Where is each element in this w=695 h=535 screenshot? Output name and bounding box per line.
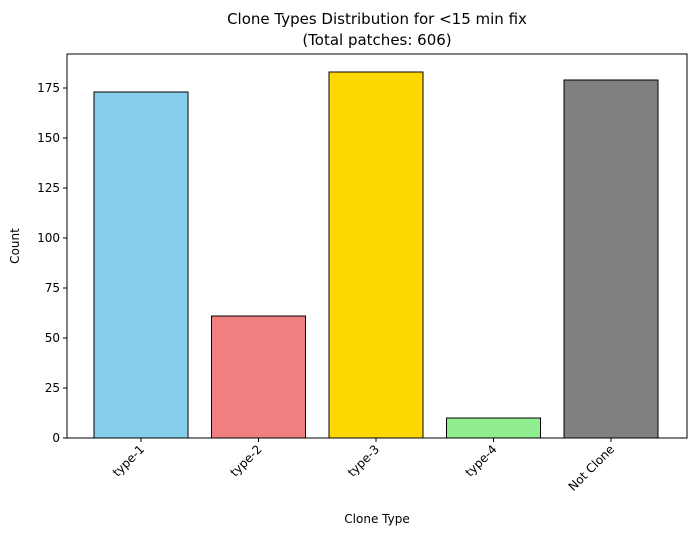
x-axis-label: Clone Type bbox=[344, 512, 409, 526]
bars-group bbox=[93, 71, 659, 439]
y-axis-ticks: 0 25 50 75 100 125 150 175 bbox=[37, 81, 67, 445]
x-axis-ticks: type-1 type-2 type-3 type-4 Not Clone bbox=[110, 438, 617, 494]
y-tick-label: 25 bbox=[45, 381, 60, 395]
chart-title: Clone Types Distribution for <15 min fix bbox=[227, 10, 527, 28]
x-tick-label: type-2 bbox=[227, 442, 264, 479]
chart-subtitle: (Total patches: 606) bbox=[302, 31, 451, 49]
x-tick-label: type-3 bbox=[345, 442, 382, 479]
x-tick-label: type-4 bbox=[462, 442, 499, 479]
bar-type-2 bbox=[211, 315, 306, 439]
bar-type-4 bbox=[446, 417, 541, 439]
bar-type-1 bbox=[93, 91, 189, 439]
bar-type-3 bbox=[328, 71, 424, 439]
bar-not-clone bbox=[563, 79, 659, 439]
y-tick-label: 100 bbox=[37, 231, 60, 245]
y-tick-label: 150 bbox=[37, 131, 60, 145]
y-tick-label: 0 bbox=[52, 431, 60, 445]
y-tick-label: 125 bbox=[37, 181, 60, 195]
y-tick-label: 175 bbox=[37, 81, 60, 95]
y-axis-label: Count bbox=[8, 228, 22, 264]
y-tick-label: 50 bbox=[45, 331, 60, 345]
x-tick-label: type-1 bbox=[110, 442, 147, 479]
x-tick-label: Not Clone bbox=[566, 442, 618, 494]
plot-frame bbox=[66, 53, 688, 439]
y-tick-label: 75 bbox=[45, 281, 60, 295]
